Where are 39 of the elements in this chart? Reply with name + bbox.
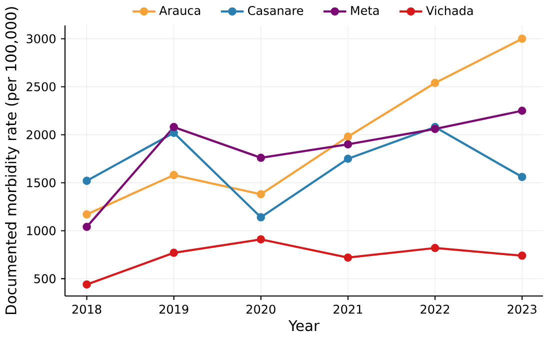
y-tick-label: 2000: [26, 130, 56, 140]
point: [82, 176, 91, 185]
point: [256, 154, 266, 162]
legend-label: Meta: [351, 6, 379, 16]
y-axis-title: Documented morbidity rate (per 100,000): [5, 7, 20, 314]
point: [170, 122, 178, 132]
x-tick-label: 2020: [246, 304, 276, 314]
point: [82, 280, 91, 289]
x-tick-label: 2022: [420, 304, 450, 314]
point: [344, 253, 352, 262]
x-tick-label: 2021: [334, 304, 362, 314]
y-tick-label: 500: [34, 274, 56, 284]
x-tick-label: 2019: [159, 304, 188, 314]
point: [430, 244, 440, 252]
x-tick-label: 2023: [508, 304, 536, 314]
point: [518, 106, 526, 115]
y-tick-label: 3000: [26, 34, 56, 44]
point: [518, 172, 526, 182]
legend-label: Casanare: [248, 6, 304, 16]
point: [256, 213, 266, 222]
point: [344, 132, 352, 141]
point: [344, 154, 352, 163]
point: [518, 252, 526, 260]
point: [430, 78, 440, 88]
point: [518, 34, 526, 43]
point: [256, 190, 266, 198]
point: [256, 235, 266, 244]
y-tick-label: 2500: [26, 82, 56, 92]
point: [170, 170, 178, 180]
point: [344, 140, 352, 148]
x-tick-label: 2018: [72, 304, 102, 314]
point: [82, 210, 91, 219]
y-tick-label: 1500: [27, 178, 56, 188]
point: [82, 222, 91, 232]
legend-label: Arauca: [159, 6, 200, 16]
y-tick-label: 1000: [27, 226, 56, 236]
point: [170, 248, 178, 257]
x-axis-title: Year: [288, 320, 320, 332]
legend-label: Vichada: [426, 6, 473, 16]
